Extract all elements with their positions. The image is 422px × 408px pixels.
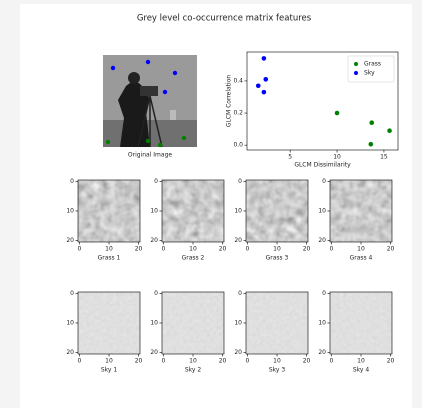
figure-title: Grey level co-occurrence matrix features: [137, 14, 312, 24]
page: {"title": "Grey level co-occurrence matr…: [0, 0, 422, 408]
patch-y-tick-label: 10: [150, 208, 158, 215]
patch-image: [78, 292, 140, 354]
patch-x-tick-label: 20: [219, 358, 227, 365]
scatter-point: [335, 111, 340, 116]
patch-x-tick-label: 0: [162, 246, 166, 253]
patch-y-tick-label: 20: [150, 237, 158, 244]
patch-x-tick-label: 10: [273, 246, 281, 253]
patch-y-tick-label: 20: [318, 237, 326, 244]
patch-y-tick-label: 0: [154, 290, 158, 297]
scatter-point: [263, 77, 268, 82]
patch-y-tick-label: 0: [238, 178, 242, 185]
patch-y-tick-label: 10: [318, 320, 326, 327]
x-tick-label: 15: [380, 154, 388, 161]
patch-label: Sky 1: [101, 367, 118, 374]
y-tick-label: 0.2: [233, 110, 243, 117]
legend-marker: [354, 62, 358, 66]
patch-image: [246, 180, 308, 242]
patch-x-tick-label: 20: [135, 358, 143, 365]
patch-y-tick-label: 0: [322, 290, 326, 297]
legend-label: Sky: [364, 70, 375, 77]
patch-x-tick-label: 20: [303, 246, 311, 253]
patch-y-tick-label: 20: [234, 349, 242, 356]
patch-x-tick-label: 10: [189, 358, 197, 365]
figure: Grey level co-occurrence matrix features…: [0, 0, 422, 408]
scatter-point: [369, 142, 374, 147]
patch-x-tick-label: 0: [330, 358, 334, 365]
scatter-point: [262, 90, 267, 95]
patch-x-tick-label: 0: [330, 246, 334, 253]
patch-label: Grass 4: [350, 255, 373, 262]
x-tick-label: 5: [288, 154, 292, 161]
patch-y-tick-label: 0: [70, 290, 74, 297]
patch-label: Sky 2: [185, 367, 202, 374]
patch-x-tick-label: 20: [219, 246, 227, 253]
scatter-point: [256, 83, 261, 88]
x-tick-label: 10: [333, 154, 341, 161]
x-axis-label: GLCM Dissimilarity: [294, 162, 351, 169]
patch-x-tick-label: 20: [387, 246, 395, 253]
patch-image: [330, 292, 392, 354]
patch-x-tick-label: 20: [303, 358, 311, 365]
patch-image: [330, 180, 392, 242]
patch-x-tick-label: 10: [357, 246, 365, 253]
scatter-point: [262, 56, 267, 61]
patch-y-tick-label: 10: [318, 208, 326, 215]
patch-x-tick-label: 0: [162, 358, 166, 365]
patch-y-tick-label: 0: [322, 178, 326, 185]
patch-y-tick-label: 20: [150, 349, 158, 356]
patch-label: Sky 3: [269, 367, 286, 374]
patch-y-tick-label: 20: [66, 349, 74, 356]
patch-label: Grass 1: [98, 255, 121, 262]
patch-y-tick-label: 10: [66, 208, 74, 215]
patch-y-tick-label: 10: [66, 320, 74, 327]
patch-x-tick-label: 0: [78, 246, 82, 253]
patch-y-tick-label: 0: [238, 290, 242, 297]
patch-image: [78, 180, 140, 242]
patch-image: [162, 292, 224, 354]
patch-y-tick-label: 20: [318, 349, 326, 356]
y-axis-label: GLCM Correlation: [226, 75, 233, 128]
original-image: [103, 55, 197, 147]
patch-image: [162, 180, 224, 242]
patch-image: [246, 292, 308, 354]
y-tick-label: 0.0: [233, 142, 243, 149]
patch-x-tick-label: 0: [246, 358, 250, 365]
patch-x-tick-label: 20: [387, 358, 395, 365]
patch-y-tick-label: 10: [234, 320, 242, 327]
patch-y-tick-label: 10: [150, 320, 158, 327]
patch-y-tick-label: 20: [234, 237, 242, 244]
patch-y-tick-label: 0: [154, 178, 158, 185]
patch-x-tick-label: 0: [78, 358, 82, 365]
patch-y-tick-label: 0: [70, 178, 74, 185]
patch-x-tick-label: 10: [357, 358, 365, 365]
patch-y-tick-label: 20: [66, 237, 74, 244]
patch-label: Grass 2: [182, 255, 205, 262]
patch-x-tick-label: 10: [273, 358, 281, 365]
patch-label: Sky 4: [353, 367, 370, 374]
patch-label: Grass 3: [266, 255, 289, 262]
patch-x-tick-label: 10: [105, 358, 113, 365]
patch-y-tick-label: 10: [234, 208, 242, 215]
patch-x-tick-label: 20: [135, 246, 143, 253]
image-label: Original Image: [128, 152, 172, 159]
patch-x-tick-label: 0: [246, 246, 250, 253]
scatter-point: [369, 120, 374, 125]
legend-marker: [354, 71, 358, 75]
patch-x-tick-label: 10: [105, 246, 113, 253]
legend-label: Grass: [364, 61, 381, 68]
patch-x-tick-label: 10: [189, 246, 197, 253]
scatter-point: [387, 128, 392, 133]
y-tick-label: 0.4: [233, 77, 243, 84]
